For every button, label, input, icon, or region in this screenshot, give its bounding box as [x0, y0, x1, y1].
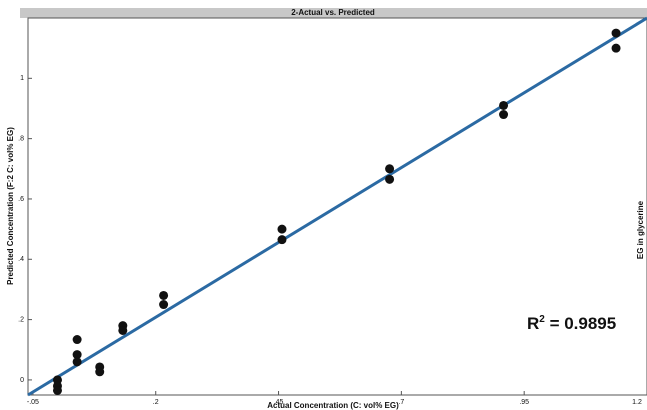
y-tick-label: 1 [20, 75, 24, 82]
point [159, 300, 169, 310]
x-tick-label: .7 [398, 399, 404, 406]
y-tick-label: .8 [18, 135, 24, 142]
y-tick-label: .4 [18, 256, 24, 263]
point [52, 385, 62, 395]
r-rest: = 0.9895 [545, 314, 616, 333]
point [385, 174, 395, 184]
x-tick-label: .95 [519, 399, 529, 406]
y-tick-label: .2 [18, 316, 24, 323]
point [95, 367, 105, 377]
x-axis-label: Actual Concentration (C: vol% EG) [267, 401, 399, 410]
point [72, 357, 82, 367]
fit-line [27, 16, 647, 397]
r-sup: 2 [539, 314, 545, 325]
y-axis-label: Predicted Concentration (F:2 C: vol% EG) [6, 127, 15, 285]
point [118, 325, 128, 335]
point [611, 43, 621, 53]
r-base: R [527, 314, 539, 333]
point [277, 224, 287, 234]
x-tick-label: .2 [153, 399, 159, 406]
chart-title: 2-Actual vs. Predicted [291, 8, 375, 17]
point [499, 100, 509, 110]
point [159, 290, 169, 300]
point [499, 110, 509, 120]
point [277, 235, 287, 245]
x-tick-label: .45 [274, 399, 284, 406]
title-bar [20, 8, 647, 18]
y-tick-label: .6 [18, 196, 24, 203]
y-tick-label: 0 [20, 377, 24, 384]
point [611, 28, 621, 38]
x-tick-label: 1.2 [632, 399, 642, 406]
point [385, 164, 395, 174]
point [72, 335, 82, 345]
x-tick-label: -.05 [27, 399, 39, 406]
r-squared: R2 = 0.9895 [527, 314, 616, 334]
right-label: EG in glycerine [636, 200, 645, 259]
point [72, 350, 82, 360]
